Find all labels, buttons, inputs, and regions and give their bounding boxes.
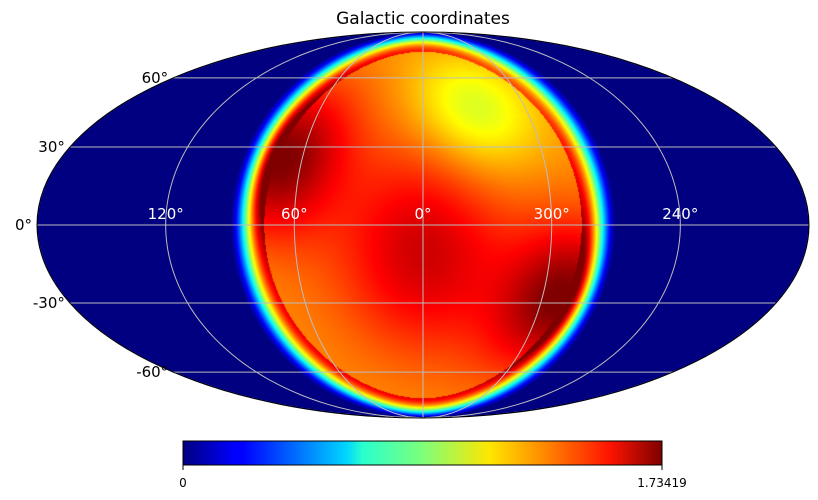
lon-label: 120° bbox=[148, 205, 184, 223]
graticule-lon-60 bbox=[293, 32, 424, 418]
colorbar-min-label: 0 bbox=[179, 476, 187, 490]
colorbar-gradient bbox=[182, 440, 663, 466]
latitude-labels: 60° 30° 0° -30° -60° bbox=[15, 69, 168, 381]
lon-label: 240° bbox=[662, 205, 698, 223]
longitude-labels: 120° 60° 0° 300° 240° bbox=[148, 205, 699, 223]
graticule-lon-120 bbox=[165, 32, 424, 418]
lat-label: 60° bbox=[142, 69, 169, 87]
lat-label: -60° bbox=[136, 363, 168, 381]
lat-label: 0° bbox=[15, 216, 32, 234]
lon-label: 0° bbox=[414, 205, 431, 223]
chart-title: Galactic coordinates bbox=[336, 9, 510, 29]
colorbar: 0 1.73419 bbox=[179, 440, 687, 490]
lat-label: 30° bbox=[38, 138, 65, 156]
map-border bbox=[36, 31, 810, 419]
graticule bbox=[37, 32, 809, 418]
graticule-lon-300 bbox=[422, 32, 553, 418]
colorbar-max-label: 1.73419 bbox=[637, 476, 687, 490]
graticule-lon-240 bbox=[422, 32, 681, 418]
lat-label: -30° bbox=[33, 294, 65, 312]
lon-label: 60° bbox=[281, 205, 308, 223]
lon-label: 300° bbox=[534, 205, 570, 223]
